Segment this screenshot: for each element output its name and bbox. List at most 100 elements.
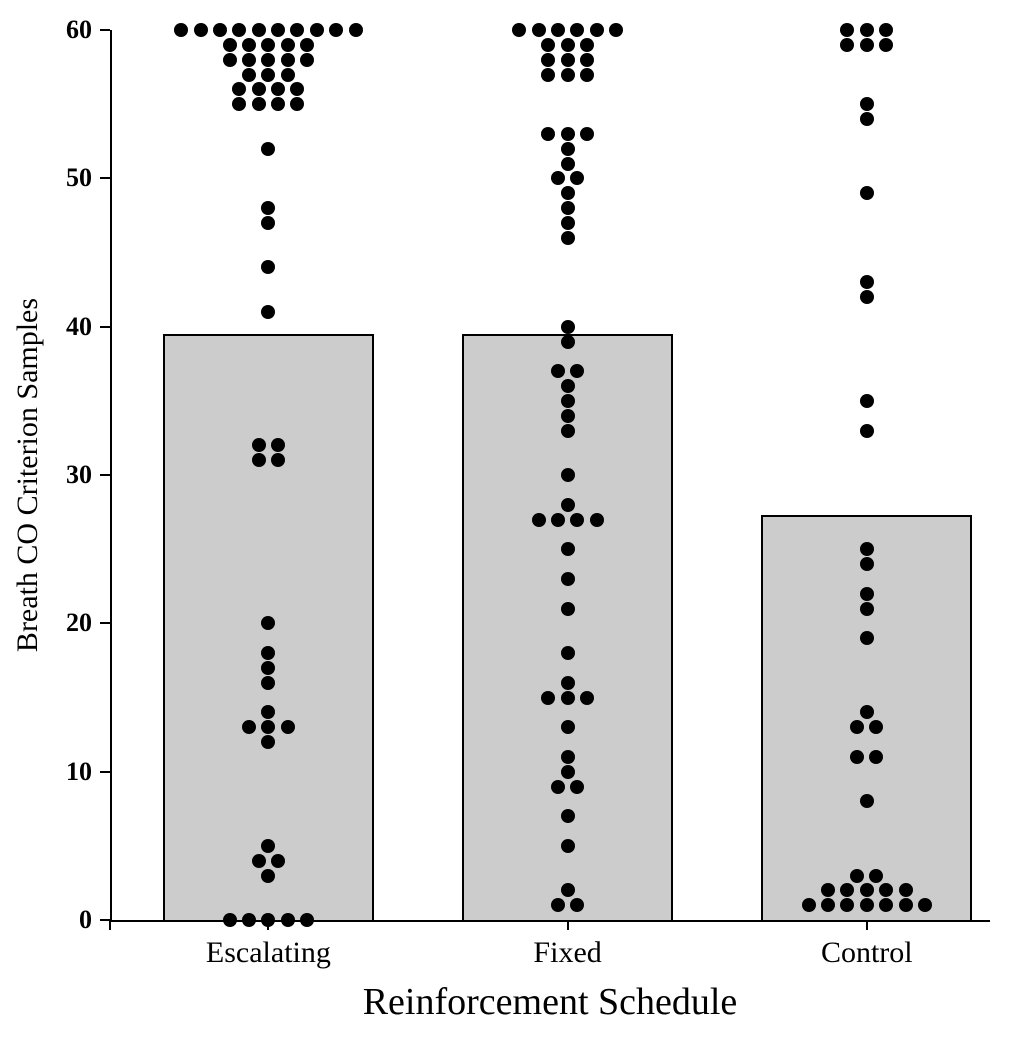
data-point — [860, 97, 874, 111]
data-point — [261, 839, 275, 853]
data-point — [252, 82, 266, 96]
data-point — [261, 305, 275, 319]
data-point — [281, 38, 295, 52]
y-tick — [100, 326, 110, 328]
data-point — [609, 23, 623, 37]
data-point — [281, 53, 295, 67]
data-point — [512, 23, 526, 37]
data-point — [261, 53, 275, 67]
x-tick — [866, 920, 868, 930]
data-point — [541, 691, 555, 705]
data-point — [261, 38, 275, 52]
data-point — [561, 750, 575, 764]
data-point — [213, 23, 227, 37]
y-tick-label: 50 — [0, 163, 92, 193]
data-point — [561, 765, 575, 779]
data-point — [570, 364, 584, 378]
data-point — [561, 142, 575, 156]
data-point — [860, 602, 874, 616]
data-point — [879, 898, 893, 912]
data-point — [879, 38, 893, 52]
data-point — [242, 53, 256, 67]
data-point — [590, 23, 604, 37]
data-point — [242, 38, 256, 52]
data-point — [261, 142, 275, 156]
data-point — [561, 409, 575, 423]
data-point — [561, 646, 575, 660]
y-tick-label: 10 — [0, 757, 92, 787]
data-point — [899, 898, 913, 912]
data-point — [561, 602, 575, 616]
data-point — [561, 542, 575, 556]
data-point — [860, 898, 874, 912]
data-point — [261, 68, 275, 82]
data-point — [541, 68, 555, 82]
data-point — [232, 23, 246, 37]
data-point — [290, 23, 304, 37]
data-point — [821, 898, 835, 912]
chart-root: 0102030405060EscalatingFixedControlReinf… — [0, 0, 1010, 1050]
x-tick-label: Escalating — [206, 936, 331, 970]
data-point — [561, 335, 575, 349]
data-point — [561, 468, 575, 482]
data-point — [860, 794, 874, 808]
data-point — [561, 68, 575, 82]
data-point — [840, 883, 854, 897]
data-point — [869, 720, 883, 734]
data-point — [561, 186, 575, 200]
data-point — [561, 394, 575, 408]
data-point — [580, 38, 594, 52]
data-point — [300, 38, 314, 52]
data-point — [840, 23, 854, 37]
x-tick — [109, 920, 111, 930]
data-point — [252, 23, 266, 37]
data-point — [541, 53, 555, 67]
data-point — [290, 82, 304, 96]
data-point — [561, 231, 575, 245]
y-axis-line — [110, 30, 112, 922]
data-point — [860, 587, 874, 601]
data-point — [252, 438, 266, 452]
y-tick — [100, 474, 110, 476]
data-point — [570, 780, 584, 794]
data-point — [840, 38, 854, 52]
data-point — [570, 898, 584, 912]
data-point — [261, 216, 275, 230]
data-point — [174, 23, 188, 37]
data-point — [860, 38, 874, 52]
data-point — [580, 127, 594, 141]
data-point — [860, 542, 874, 556]
x-tick — [267, 920, 269, 930]
data-point — [580, 691, 594, 705]
data-point — [551, 23, 565, 37]
data-point — [561, 691, 575, 705]
data-point — [551, 780, 565, 794]
data-point — [561, 572, 575, 586]
data-point — [561, 216, 575, 230]
data-point — [821, 883, 835, 897]
data-point — [918, 898, 932, 912]
data-point — [802, 898, 816, 912]
data-point — [860, 883, 874, 897]
data-point — [261, 616, 275, 630]
data-point — [194, 23, 208, 37]
data-point — [261, 735, 275, 749]
data-point — [860, 290, 874, 304]
data-point — [561, 424, 575, 438]
data-point — [261, 676, 275, 690]
data-point — [860, 557, 874, 571]
data-point — [570, 23, 584, 37]
data-point — [223, 53, 237, 67]
data-point — [281, 720, 295, 734]
data-point — [532, 23, 546, 37]
data-point — [349, 23, 363, 37]
data-point — [869, 750, 883, 764]
data-point — [860, 424, 874, 438]
y-axis-title: Breath CO Criterion Samples — [11, 298, 45, 652]
data-point — [271, 82, 285, 96]
data-point — [232, 82, 246, 96]
y-tick-label: 0 — [0, 905, 92, 935]
data-point — [850, 750, 864, 764]
data-point — [541, 38, 555, 52]
data-point — [590, 513, 604, 527]
